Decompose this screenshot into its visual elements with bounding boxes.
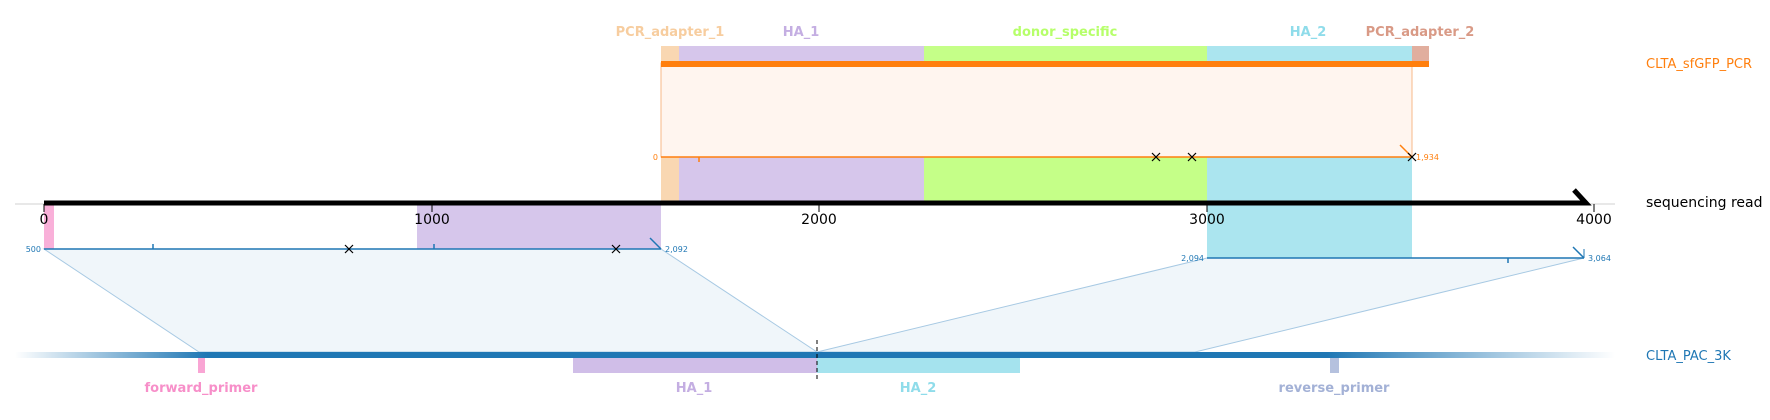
- mapping-bands: [42, 248, 1585, 353]
- feature-label-pcr-adapter-2: PCR_adapter_2: [1366, 25, 1475, 40]
- shade-pcr-adapter-2: [1412, 46, 1429, 61]
- pcr-alignment-start: 0: [653, 153, 658, 162]
- pac-alignment-left: 500 2,092: [26, 237, 688, 254]
- mismatch-marker: [1407, 152, 1417, 162]
- feature-ha1-bottom: [573, 358, 817, 373]
- feature-label-pcr-adapter-1: PCR_adapter_1: [616, 25, 725, 40]
- shade-forward-primer-read: [44, 203, 54, 249]
- mismatch-marker: [1187, 152, 1197, 162]
- mismatch-marker: [344, 244, 354, 254]
- alignment-end-flag: [649, 237, 662, 250]
- mismatch-marker: [1151, 152, 1161, 162]
- feature-shading: [44, 46, 1429, 258]
- pcr-alignment-end: 1,934: [1416, 153, 1439, 162]
- pcr-reference-bar: [661, 61, 1429, 67]
- feature-label-ha2-bottom: HA_2: [900, 381, 937, 396]
- top-feature-labels: PCR_adapter_1 HA_1 donor_specific HA_2 P…: [616, 25, 1475, 40]
- feature-reverse-primer: [1330, 358, 1339, 373]
- tick-label: 4000: [1576, 212, 1612, 228]
- bottom-features: [198, 340, 1339, 380]
- feature-label-reverse-primer: reverse_primer: [1279, 381, 1391, 396]
- tick-label: 1000: [414, 212, 450, 228]
- mapping-band-left: [42, 248, 819, 353]
- feature-forward-primer: [198, 358, 205, 373]
- read-axis: [15, 188, 1615, 206]
- shade-ha1-read: [417, 203, 661, 249]
- tick-label: 2000: [801, 212, 837, 228]
- bottom-feature-labels: forward_primer HA_1 HA_2 reverse_primer: [145, 381, 1391, 396]
- pac-reference-bar: [15, 352, 1615, 358]
- feature-label-ha1-bottom: HA_1: [676, 381, 713, 396]
- feature-label-ha1-top: HA_1: [783, 25, 820, 40]
- axis-ticks: 0 1000 2000 3000 4000: [40, 204, 1612, 228]
- read-direction-arrow: [1572, 188, 1592, 206]
- feature-ha2-bottom: [817, 358, 1020, 373]
- mapping-band-right: [816, 257, 1585, 353]
- track-label-pcr: CLTA_sfGFP_PCR: [1646, 57, 1752, 72]
- track-label-pac: CLTA_PAC_3K: [1646, 349, 1731, 364]
- shade-ha2-read: [1207, 203, 1412, 258]
- track-label-read: sequencing read: [1646, 195, 1762, 211]
- pac-left-end: 2,092: [665, 245, 688, 254]
- alignment-end-flag: [1572, 246, 1585, 259]
- pac-right-start: 2,094: [1181, 254, 1204, 263]
- feature-label-donor-specific: donor_specific: [1013, 25, 1118, 40]
- pac-alignment-right: 2,094 3,064: [1181, 246, 1611, 263]
- mismatch-marker: [611, 244, 621, 254]
- tick-label: 0: [40, 212, 49, 228]
- tick-label: 3000: [1189, 212, 1225, 228]
- feature-label-ha2-top: HA_2: [1290, 25, 1327, 40]
- pac-right-end: 3,064: [1588, 254, 1611, 263]
- pcr-alignment-overlay: [660, 62, 1413, 158]
- pcr-alignment: 0 1,934: [653, 144, 1439, 162]
- feature-label-forward-primer: forward_primer: [145, 381, 259, 396]
- pac-left-start: 500: [26, 245, 41, 254]
